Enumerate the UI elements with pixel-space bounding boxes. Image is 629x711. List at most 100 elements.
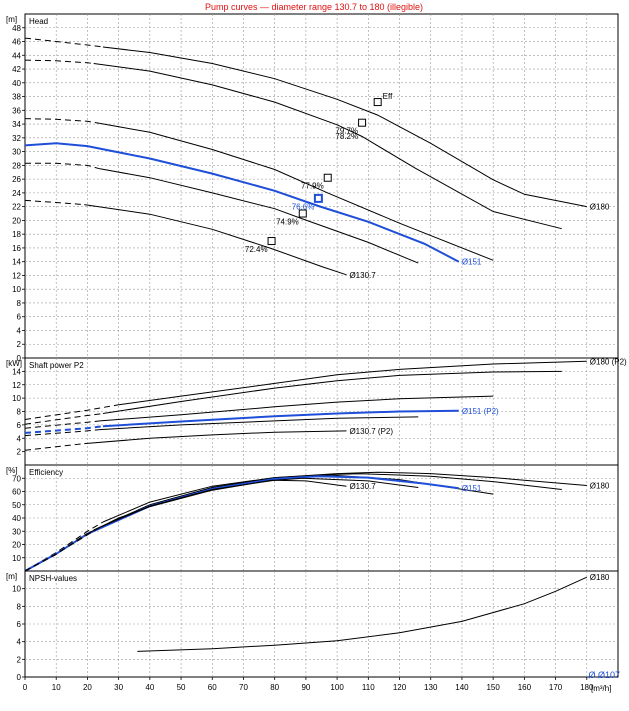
y-tick-label: 24 [12, 189, 21, 198]
series-label: Ø180 (P2) [590, 357, 627, 366]
marker-label: 76.6% [292, 202, 315, 211]
series-dashed-2 [24, 118, 100, 124]
y-tick-label: 20 [12, 216, 21, 225]
y-tick-label: 30 [12, 527, 21, 536]
y-tick-label: 28 [12, 161, 21, 170]
x-tick-label: 80 [270, 683, 279, 692]
y-tick-label: 44 [12, 51, 21, 60]
x-tick-label: 70 [239, 683, 248, 692]
x-tick-label: 50 [177, 683, 186, 692]
y-tick-label: 0 [17, 673, 22, 682]
y-tick-label: 6 [17, 421, 22, 430]
efficiency-marker [373, 98, 382, 107]
panel-title: Head [29, 17, 48, 26]
series-dashed-3 [24, 425, 104, 434]
y-tick-label: 10 [12, 554, 21, 563]
x-tick-label: 90 [301, 683, 310, 692]
y-tick-label: 36 [12, 106, 21, 115]
series-line-2 [99, 122, 494, 261]
y-tick-label: 14 [12, 367, 21, 376]
series-line-0 [102, 46, 587, 208]
marker-label: 72.4% [245, 245, 268, 254]
marker-label: 77.9% [301, 182, 324, 191]
y-tick-label: 10 [12, 585, 21, 594]
series-dashed-5 [24, 199, 85, 206]
y-tick-label: 22 [12, 203, 21, 212]
x-tick-label: 140 [455, 683, 469, 692]
series-line-1 [93, 63, 562, 230]
series-label: Ø151 (P2) [462, 407, 499, 416]
x-tick-label: 40 [145, 683, 154, 692]
series-line-5 [84, 479, 347, 536]
panel-title: Efficiency [29, 468, 63, 477]
y-tick-label: 2 [17, 448, 22, 457]
y-tick-label: 32 [12, 134, 21, 143]
series-dashed-4 [25, 162, 101, 170]
panel-efficiency: 10 20 30 40 50 60 70[%] Efficiency Ø180 Ø151 Ø130.… [6, 464, 619, 572]
series-line-0 [137, 576, 588, 652]
y-tick-label: 40 [12, 79, 21, 88]
series-dashed-2 [24, 420, 100, 429]
series-dashed-0 [24, 521, 104, 572]
panel-title: NPSH-values [29, 574, 77, 583]
series-label: Ø151 [462, 258, 482, 267]
header-note: Pump curves — diameter range 130.7 to 18… [205, 2, 423, 12]
x-axis-unit: [m³/h] [591, 684, 611, 693]
x-tick-label: 160 [518, 683, 532, 692]
marker-label: 74.9% [276, 218, 299, 227]
y-tick-label: 8 [17, 408, 22, 417]
y-tick-label: 60 [12, 488, 21, 497]
x-tick-label: 100 [330, 683, 344, 692]
y-tick-label: 4 [17, 434, 22, 443]
x-tick-label: 130 [424, 683, 438, 692]
y-tick-label: 4 [17, 326, 22, 335]
y-tick-label: 4 [17, 638, 22, 647]
series-dashed-0 [24, 404, 119, 420]
y-axis-label: [%] [6, 466, 18, 475]
y-tick-label: 2 [17, 340, 22, 349]
x-tick-label: 110 [362, 683, 375, 692]
x-tick-label: 60 [208, 683, 217, 692]
y-tick-label: 6 [17, 313, 22, 322]
x-tick-label: 170 [549, 683, 563, 692]
series-line-4 [99, 416, 419, 431]
y-tick-label: 20 [12, 541, 21, 550]
x-tick-label: 150 [486, 683, 500, 692]
y-tick-label: 42 [12, 65, 21, 74]
efficiency-marker [267, 237, 276, 246]
x-tick-label: 30 [114, 683, 123, 692]
y-tick-label: 34 [12, 120, 21, 129]
series-line-2 [99, 395, 494, 422]
y-tick-label: 12 [12, 381, 21, 390]
y-tick-label: 8 [17, 602, 22, 611]
panel-shaft_power: 2 4 6 8 10 12 14[kW] Shaft power P2 Ø180 (P2) Ø15… [6, 357, 627, 466]
y-tick-label: 30 [12, 148, 21, 157]
series-dashed-1 [24, 59, 94, 64]
y-tick-label: 48 [12, 24, 21, 33]
y-tick-label: 6 [17, 620, 22, 629]
y-tick-label: 8 [17, 299, 22, 308]
y-tick-label: 38 [12, 93, 21, 102]
series-dashed-4 [24, 429, 100, 437]
y-tick-label: 46 [12, 38, 21, 47]
series-line-2 [99, 474, 494, 528]
series-line-3 [102, 409, 459, 428]
x-tick-label: 180 [580, 683, 594, 692]
series-dashed-0 [24, 37, 104, 48]
series-line-5 [84, 204, 347, 276]
y-tick-label: 18 [12, 230, 21, 239]
footer-note: Ø Ø107 [588, 670, 620, 680]
y-tick-label: 16 [12, 244, 21, 253]
series-line-3 [24, 142, 460, 263]
y-tick-label: 10 [12, 285, 21, 294]
efficiency-marker [313, 193, 323, 203]
series-dashed-5 [24, 534, 85, 572]
series-dashed-1 [24, 413, 104, 425]
series-line-5 [84, 430, 347, 445]
x-tick-label: 20 [83, 683, 92, 692]
y-axis-label: [m] [6, 15, 17, 24]
marker-label: Eff [383, 92, 393, 101]
series-dashed-5 [24, 443, 85, 451]
marker-label: 79.7% [335, 127, 358, 136]
